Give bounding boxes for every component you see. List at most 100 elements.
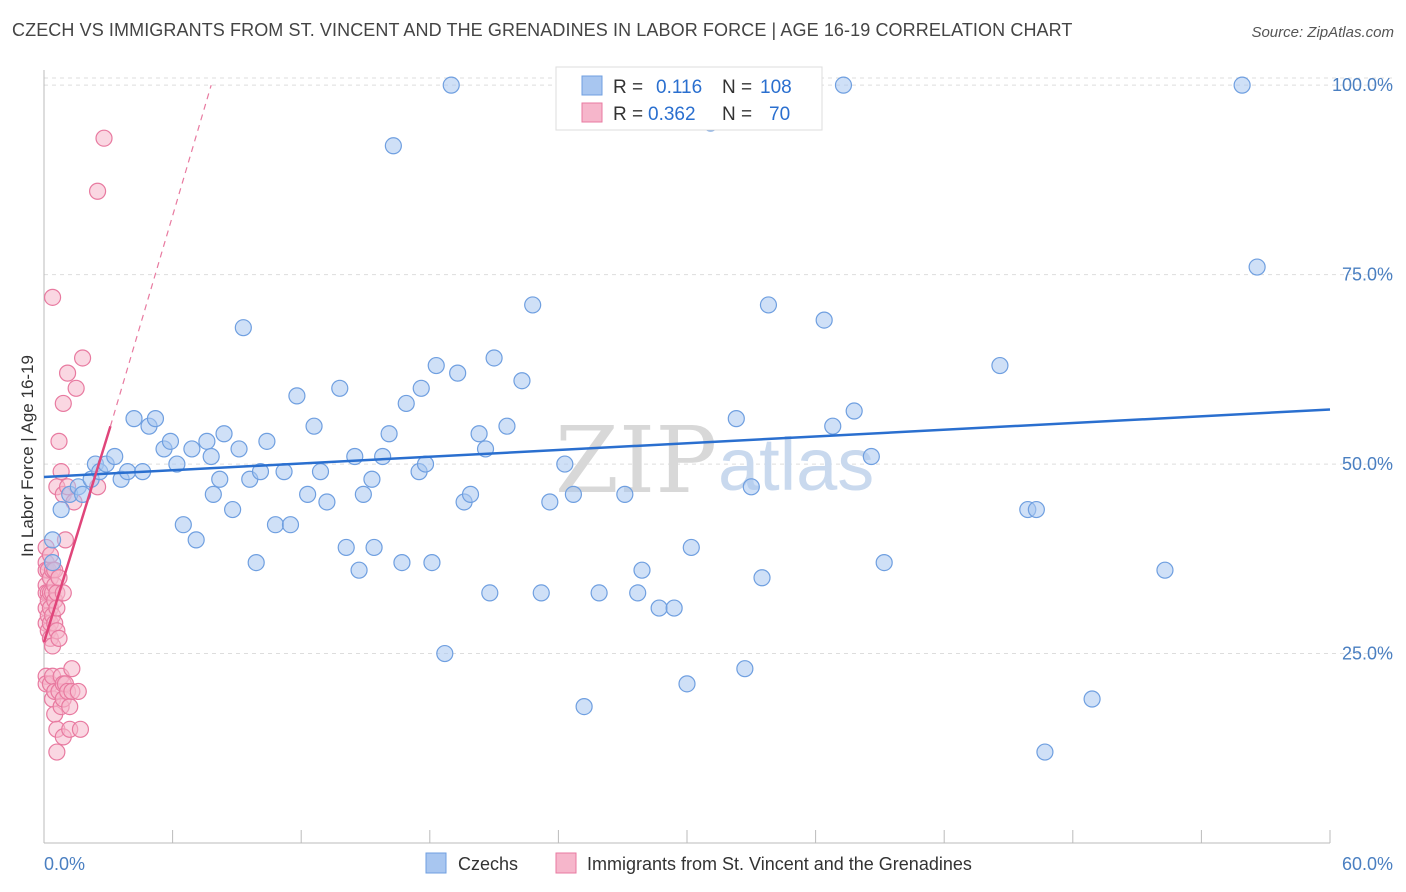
immigrants-point — [50, 432, 68, 450]
x-tick-label-min: 0.0% — [44, 854, 85, 874]
immigrants-point — [43, 288, 62, 306]
czechs-point — [215, 425, 233, 443]
czechs-point — [374, 447, 392, 466]
czechs-trend-line — [43, 408, 1331, 479]
chart-source: Source: ZipAtlas.com — [1251, 24, 1394, 41]
czechs-point — [204, 485, 222, 503]
immigrants-point — [58, 364, 77, 382]
grid-lines — [44, 77, 1393, 655]
czechs-point — [146, 410, 165, 428]
czechs-point — [365, 538, 383, 557]
bottom-legend-swatch-immigrants — [555, 852, 577, 874]
bottom-legend-czechs: Czechs — [458, 854, 518, 874]
legend-r-label-1: R = — [613, 77, 643, 98]
czechs-point — [564, 485, 583, 503]
czechs-point — [247, 553, 265, 572]
czechs-point — [384, 137, 402, 155]
legend-r-value-1: 0.116 — [656, 77, 702, 98]
czechs-point — [845, 402, 863, 420]
y-tick-labels: 25.0% 50.0% 75.0% 100.0% — [1332, 75, 1393, 663]
czechs-point — [824, 417, 842, 435]
czechs-point — [183, 440, 201, 458]
czechs-point — [125, 410, 143, 428]
czechs-point — [633, 561, 651, 579]
czechs-point — [299, 485, 317, 503]
bottom-legend-swatch-czechs — [425, 852, 447, 874]
czechs-point — [556, 455, 574, 473]
immigrants-point — [73, 349, 92, 367]
czechs-point — [513, 372, 531, 390]
czechs-point — [834, 76, 853, 94]
czechs-point — [423, 553, 441, 572]
czechs-point — [1036, 743, 1054, 761]
czechs-point — [727, 410, 745, 428]
y-tick-label: 100.0% — [1332, 75, 1393, 95]
czechs-point — [678, 675, 696, 693]
czechs-point — [393, 553, 411, 572]
czechs-point — [168, 455, 186, 473]
czechs-point — [331, 379, 349, 397]
czechs-point — [742, 478, 760, 496]
czechs-point — [266, 516, 285, 534]
legend-n-value-1: 108 — [760, 77, 792, 98]
immigrants-point — [88, 182, 107, 200]
czechs-point — [281, 516, 300, 534]
czechs-point — [650, 599, 668, 617]
czechs-point — [363, 470, 381, 488]
czechs-point — [759, 296, 778, 314]
czechs-point — [461, 485, 480, 503]
czechs-point — [481, 584, 499, 602]
czechs-point — [753, 569, 771, 587]
x-ticks — [43, 830, 1331, 843]
czechs-point — [590, 584, 608, 602]
czechs-point — [498, 417, 516, 435]
legend-r-value-2: 0.362 — [648, 104, 696, 125]
czechs-point — [288, 387, 306, 405]
czechs-point — [412, 379, 430, 397]
czechs-point — [436, 644, 454, 663]
czechs-point — [106, 447, 124, 466]
immigrants-point — [61, 697, 79, 716]
immigrants-trend-line — [42, 425, 112, 643]
czechs-point — [202, 447, 220, 466]
czechs-point — [161, 432, 180, 450]
czechs-point — [449, 364, 467, 382]
czechs-point — [275, 463, 293, 481]
bottom-legend-immigrants: Immigrants from St. Vincent and the Gren… — [587, 854, 972, 874]
czechs-point — [682, 538, 700, 557]
immigrants-point — [69, 682, 87, 701]
czechs-point — [52, 500, 70, 519]
czechs-point — [1233, 76, 1251, 94]
watermark: ZIP atlas — [555, 407, 874, 514]
legend-n-label-2: N = — [722, 104, 752, 125]
czechs-point — [616, 485, 634, 503]
czechs-point — [234, 319, 252, 337]
legend-n-value-2: 70 — [769, 104, 790, 125]
immigrants-trend-extension — [109, 84, 212, 427]
czechs-point — [174, 516, 192, 534]
czechs-point — [251, 463, 270, 481]
czechs-point — [1027, 500, 1045, 519]
legend-r-label-2: R = — [613, 104, 643, 125]
chart-title: CZECH VS IMMIGRANTS FROM ST. VINCENT AND… — [12, 20, 1073, 40]
watermark-zip: ZIP — [555, 407, 717, 514]
czechs-point — [258, 432, 276, 450]
y-tick-label: 75.0% — [1342, 265, 1393, 285]
czechs-point — [230, 440, 248, 458]
czechs-point — [311, 463, 330, 481]
czechs-point — [43, 553, 62, 572]
czechs-point — [629, 584, 647, 602]
immigrants-point — [71, 720, 90, 738]
correlation-legend: R = 0.116 N = 108 R = 0.362 N = 70 — [555, 66, 823, 131]
legend-swatch-czechs — [581, 75, 603, 96]
czechs-point — [211, 470, 229, 488]
czechs-point — [187, 531, 205, 549]
immigrants-point — [95, 129, 113, 147]
y-tick-label: 25.0% — [1342, 644, 1393, 664]
czechs-point — [350, 561, 368, 579]
y-tick-label: 50.0% — [1342, 454, 1393, 474]
czechs-point — [875, 553, 893, 572]
czechs-point — [736, 660, 754, 678]
legend-swatch-immigrants — [581, 102, 603, 123]
czechs-point — [524, 296, 542, 314]
